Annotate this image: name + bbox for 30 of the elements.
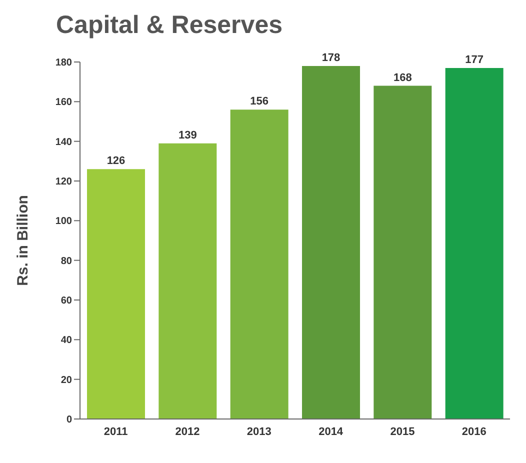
y-tick-label: 40: [60, 335, 72, 346]
chart-title: Capital & Reserves: [55, 10, 284, 41]
x-tick-label: 2016: [462, 426, 486, 438]
bar: [87, 169, 145, 419]
data-label: 178: [322, 52, 340, 64]
y-tick-label: 0: [66, 414, 72, 426]
y-tick-label: 140: [55, 136, 72, 148]
bar: [445, 68, 504, 419]
bar: [374, 86, 432, 419]
data-label: 177: [465, 54, 484, 66]
data-label: 168: [393, 72, 412, 84]
x-tick-label: 2012: [175, 426, 200, 438]
x-tick-label: 2011: [104, 426, 128, 438]
y-tick-label: 20: [60, 374, 72, 386]
data-label: 156: [250, 96, 269, 108]
y-tick-label: 120: [55, 176, 72, 188]
bar: [158, 143, 217, 419]
y-tick-label: 100: [55, 216, 72, 228]
data-label: 126: [106, 155, 126, 168]
x-tick-label: 2015: [390, 426, 415, 438]
y-tick-label: 160: [55, 97, 72, 108]
bar: [230, 110, 288, 419]
bar: [302, 66, 360, 419]
y-tick-label: 180: [55, 58, 72, 69]
data-label: 139: [178, 129, 197, 142]
x-tick-label: 2013: [246, 426, 272, 438]
y-tick-label: 60: [60, 296, 72, 307]
y-axis-title: Rs. in Billion: [14, 195, 32, 286]
x-tick-label: 2014: [318, 426, 344, 438]
y-tick-label: 80: [60, 256, 72, 267]
